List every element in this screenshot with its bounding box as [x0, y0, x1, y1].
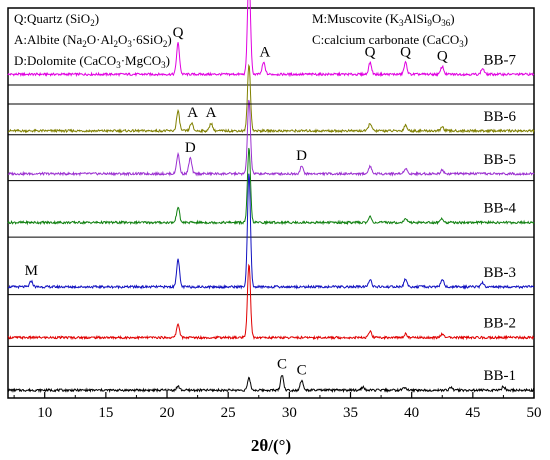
- peak-label-c: C: [277, 357, 287, 373]
- series-label-bb-6: BB-6: [483, 109, 516, 125]
- x-tick-label-40: 40: [404, 405, 419, 421]
- x-tick-label-15: 15: [98, 405, 113, 421]
- series-label-bb-7: BB-7: [483, 52, 516, 68]
- series-line-bb-4: [7, 147, 535, 226]
- x-tick-label-30: 30: [282, 405, 297, 421]
- series-layer: BB-7 BB-6 BB-5 BB-4 BB-3 BB-2 BB-1: [7, 0, 535, 394]
- peak-label-c: C: [297, 362, 307, 378]
- x-tick-label-20: 20: [160, 405, 175, 421]
- x-axis-title: 2θ/(°): [251, 436, 291, 455]
- peak-label-q: Q: [365, 45, 376, 61]
- x-tick-label-10: 10: [37, 405, 52, 421]
- peak-label-q: Q: [173, 25, 184, 41]
- peak-label-d: D: [296, 148, 307, 164]
- x-axis: 10 15 20 25 30 35 40 45 50: [13, 392, 542, 421]
- series-line-bb-2: [7, 263, 535, 341]
- series-label-bb-4: BB-4: [483, 201, 516, 217]
- x-tick-label-35: 35: [343, 405, 358, 421]
- series-label-bb-3: BB-3: [483, 265, 516, 281]
- series-line-bb-5: [7, 99, 535, 177]
- legend-calcium-carbonate: C:calcium carbonate (CaCO3): [312, 32, 468, 49]
- x-tick-label-25: 25: [221, 405, 236, 421]
- peak-label-a: A: [206, 105, 217, 121]
- legend: Q:Quartz (SiO2) A:Albite (Na2O·Al2O3·6Si…: [14, 11, 468, 70]
- peak-label-a: A: [259, 45, 270, 61]
- peak-label-d: D: [185, 140, 196, 156]
- series-line-bb-3: [7, 173, 535, 290]
- series-label-bb-5: BB-5: [483, 152, 516, 168]
- legend-albite: A:Albite (Na2O·Al2O3·6SiO2): [14, 32, 172, 49]
- series-line-bb-7: [7, 0, 535, 78]
- legend-muscovite: M:Muscovite (K3AlSi9O36): [312, 11, 455, 28]
- legend-quartz: Q:Quartz (SiO2): [14, 11, 99, 28]
- x-tick-label-45: 45: [465, 405, 480, 421]
- label-layer: QQAQQQAADDMCC: [25, 25, 448, 378]
- series-line-bb-1: [7, 375, 535, 394]
- plot-frame: [7, 7, 535, 399]
- series-label-bb-1: BB-1: [483, 368, 516, 384]
- series-line-bb-6: [7, 63, 535, 134]
- peak-label-q: Q: [400, 45, 411, 61]
- peak-label-m: M: [25, 263, 38, 279]
- peak-label-q: Q: [437, 49, 448, 65]
- x-tick-label-50: 50: [527, 405, 542, 421]
- peak-label-a: A: [187, 105, 198, 121]
- legend-dolomite: D:Dolomite (CaCO3·MgCO3): [14, 53, 170, 70]
- series-label-bb-2: BB-2: [483, 316, 516, 332]
